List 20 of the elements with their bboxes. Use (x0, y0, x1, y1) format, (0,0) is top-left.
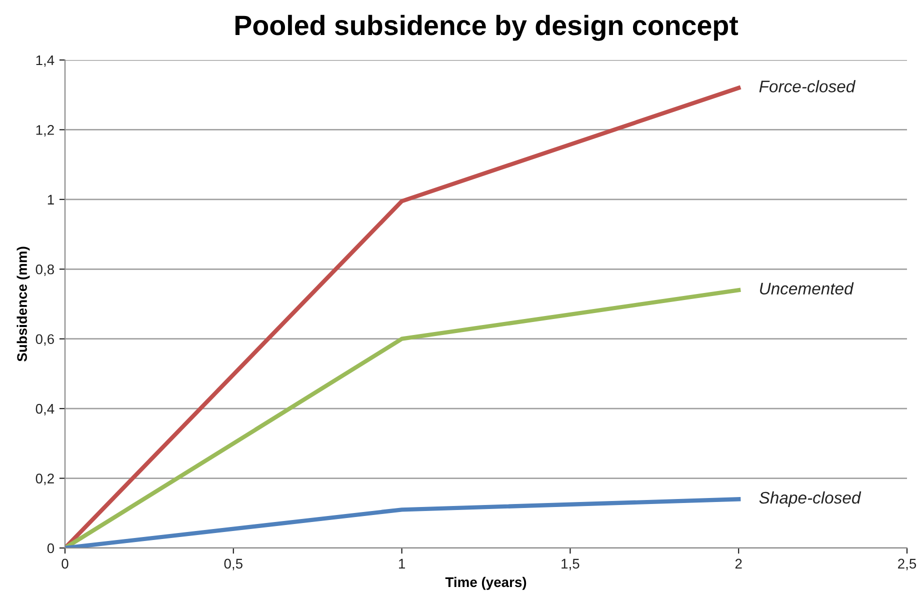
x-tick-label: 0 (62, 558, 68, 569)
y-tick-label: 1,2 (36, 125, 54, 137)
y-tick-label: 1 (48, 194, 54, 204)
x-tick-label: 1,5 (562, 558, 580, 570)
series-label: Shape-closed (759, 491, 862, 507)
x-tick-label: 1 (398, 558, 405, 568)
y-tick-label: 0,8 (36, 264, 54, 276)
chart-title: Pooled subsidence by design concept (236, 14, 738, 41)
series-label: Uncemented (760, 282, 854, 295)
y-tick-label: 1,4 (36, 55, 54, 67)
x-tick-label: 2 (735, 558, 742, 568)
y-axis-title: Subsidence (mm) (16, 246, 30, 362)
y-tick-label: 0,6 (36, 334, 54, 346)
x-axis-title: Time (years) (445, 576, 526, 590)
series-label: Force-closed (759, 80, 856, 92)
x-tick-label: 2,5 (898, 558, 916, 570)
y-tick-label: 0 (47, 543, 54, 554)
y-tick-label: 0,4 (36, 404, 54, 416)
x-tick-label: 0,5 (224, 558, 242, 570)
y-tick-label: 0,2 (36, 474, 54, 486)
